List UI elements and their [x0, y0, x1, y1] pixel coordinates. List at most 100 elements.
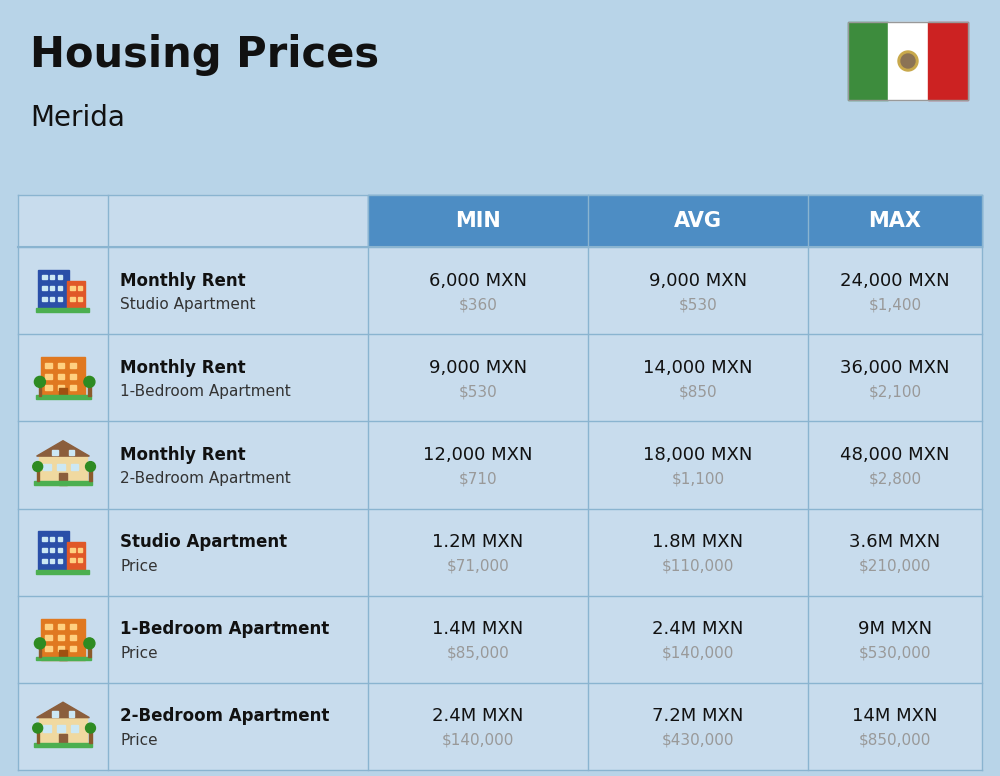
Text: 3.6M MXN: 3.6M MXN	[849, 533, 941, 551]
Bar	[59, 734, 67, 747]
Bar	[41, 357, 85, 398]
Text: Studio Apartment: Studio Apartment	[120, 533, 287, 551]
Text: 7.2M MXN: 7.2M MXN	[652, 708, 744, 726]
Bar	[848, 22, 888, 100]
Bar	[59, 473, 67, 485]
Bar	[36, 656, 90, 660]
Polygon shape	[37, 441, 89, 456]
Text: $2,100: $2,100	[868, 384, 922, 399]
Bar	[50, 537, 54, 541]
Bar	[588, 247, 808, 334]
Text: $110,000: $110,000	[662, 559, 734, 573]
Circle shape	[33, 462, 43, 472]
Bar	[38, 532, 68, 573]
Bar	[58, 635, 64, 640]
Bar	[18, 683, 108, 770]
Bar	[42, 537, 46, 541]
Bar	[70, 373, 76, 379]
Text: $530: $530	[459, 384, 497, 399]
Text: 9,000 MXN: 9,000 MXN	[649, 272, 747, 289]
Text: Price: Price	[120, 559, 158, 573]
Text: $710: $710	[459, 471, 497, 487]
Bar	[57, 464, 65, 470]
Text: MAX: MAX	[868, 211, 922, 231]
Bar	[848, 22, 968, 100]
Bar	[368, 421, 588, 508]
Bar	[68, 711, 74, 716]
Bar	[71, 726, 78, 732]
Bar	[108, 195, 368, 247]
Bar	[67, 542, 85, 573]
Bar	[42, 275, 46, 279]
Bar	[70, 297, 75, 301]
Bar	[70, 548, 75, 552]
Circle shape	[34, 638, 45, 649]
Circle shape	[86, 462, 95, 472]
Bar	[108, 508, 368, 596]
Text: Merida: Merida	[30, 104, 125, 132]
Text: $85,000: $85,000	[447, 646, 509, 660]
Bar	[18, 334, 108, 421]
Bar	[78, 548, 82, 552]
Bar	[59, 650, 67, 660]
Bar	[78, 297, 82, 301]
Bar	[36, 308, 89, 312]
Bar	[70, 624, 76, 629]
Bar	[808, 421, 982, 508]
Circle shape	[901, 54, 915, 68]
Bar	[58, 373, 64, 379]
Text: 1-Bedroom Apartment: 1-Bedroom Apartment	[120, 384, 291, 399]
Text: $2,800: $2,800	[868, 471, 922, 487]
Text: Price: Price	[120, 733, 158, 748]
Bar	[108, 334, 368, 421]
Text: 12,000 MXN: 12,000 MXN	[423, 446, 533, 464]
Text: 2-Bedroom Apartment: 2-Bedroom Apartment	[120, 471, 291, 487]
Bar	[588, 421, 808, 508]
Text: Monthly Rent: Monthly Rent	[120, 359, 246, 377]
Bar	[70, 362, 76, 368]
Text: $140,000: $140,000	[662, 646, 734, 660]
Bar	[78, 286, 82, 290]
Bar	[588, 195, 808, 247]
Circle shape	[86, 723, 95, 733]
Text: Monthly Rent: Monthly Rent	[120, 446, 246, 464]
Text: 2.4M MXN: 2.4M MXN	[652, 620, 744, 638]
Bar	[18, 421, 108, 508]
Text: 14M MXN: 14M MXN	[852, 708, 938, 726]
Bar	[808, 508, 982, 596]
Text: Monthly Rent: Monthly Rent	[120, 272, 246, 289]
Bar	[41, 618, 85, 660]
Bar	[58, 385, 64, 390]
Bar	[108, 247, 368, 334]
Text: $530: $530	[679, 297, 717, 312]
Bar	[70, 559, 75, 563]
Text: $360: $360	[459, 297, 497, 312]
Bar	[50, 548, 54, 552]
Bar	[50, 559, 54, 563]
Bar	[67, 281, 85, 311]
Bar	[70, 385, 76, 390]
Bar	[78, 559, 82, 563]
Bar	[18, 596, 108, 683]
Bar	[88, 385, 90, 396]
Bar	[58, 646, 64, 651]
Bar	[808, 683, 982, 770]
Text: $140,000: $140,000	[442, 733, 514, 748]
Bar	[58, 275, 62, 279]
Bar	[42, 297, 46, 301]
Bar	[368, 334, 588, 421]
Bar	[808, 334, 982, 421]
Text: 6,000 MXN: 6,000 MXN	[429, 272, 527, 289]
Bar	[34, 743, 92, 747]
Bar	[368, 508, 588, 596]
Text: 48,000 MXN: 48,000 MXN	[840, 446, 950, 464]
Text: 2.4M MXN: 2.4M MXN	[432, 708, 524, 726]
Bar	[50, 297, 54, 301]
Bar	[89, 731, 92, 743]
Text: 2-Bedroom Apartment: 2-Bedroom Apartment	[120, 708, 329, 726]
Bar	[39, 718, 87, 747]
Bar	[58, 537, 62, 541]
Bar	[808, 247, 982, 334]
Text: Housing Prices: Housing Prices	[30, 34, 379, 76]
Bar	[42, 559, 46, 563]
